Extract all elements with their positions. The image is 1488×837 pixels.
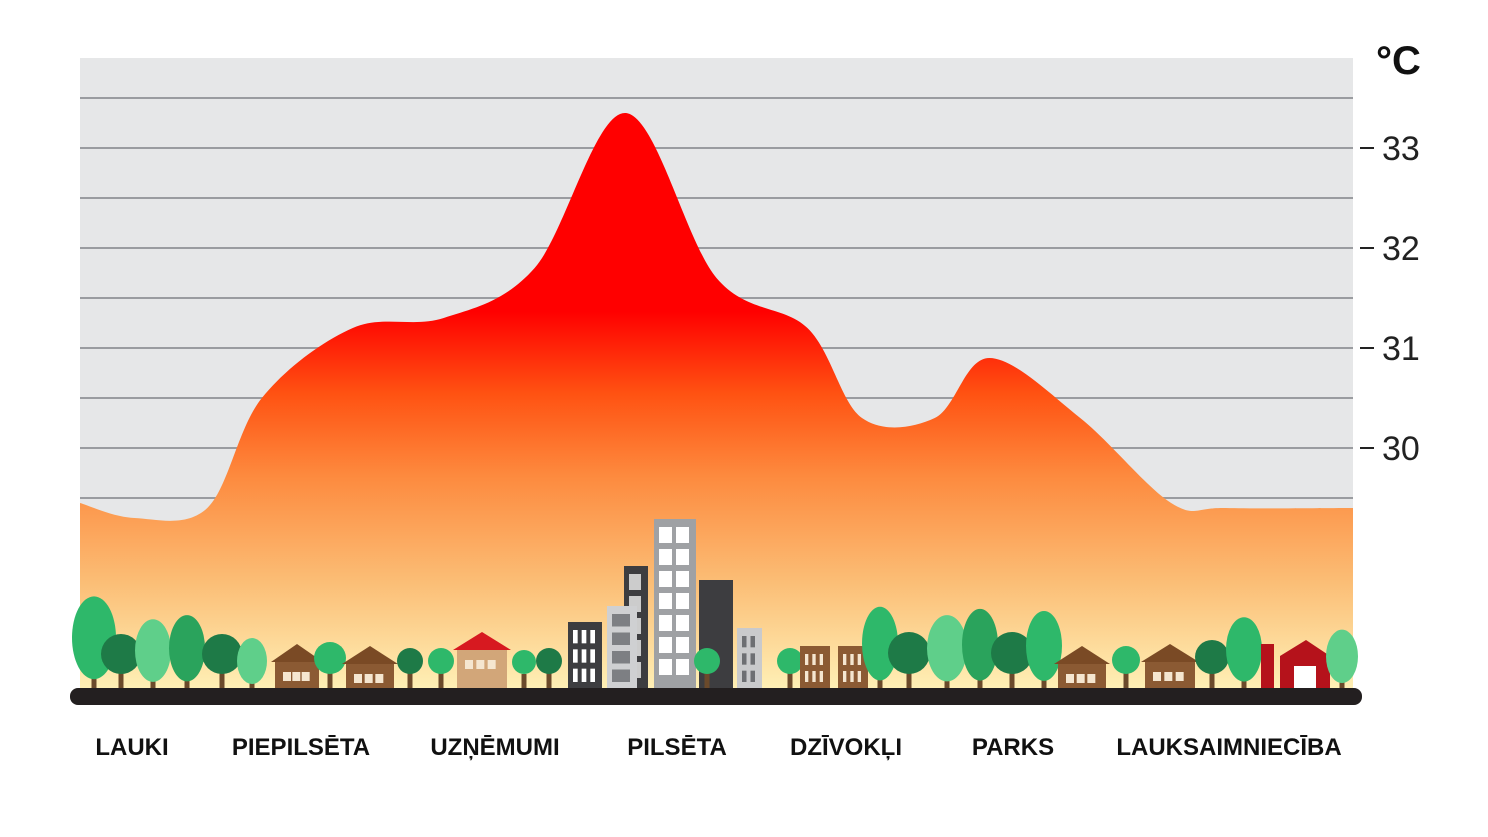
category-label: PIEPILSĒTA [232,734,370,761]
temperature-area [80,112,1353,698]
category-label: PARKS [972,734,1054,761]
tree-icon [202,634,242,690]
tree-icon [135,619,171,690]
building-icon [800,646,830,690]
tree-icon [512,650,536,690]
y-axis-ticks: 30 31 32 33 [1360,130,1420,468]
tree-icon [962,608,998,690]
tree-icon [927,615,967,690]
tree-icon [1026,610,1062,690]
category-labels: LAUKI PIEPILSĒTA UZŅĒMUMI PILSĒTA DZĪVOKĻI PA… [95,734,1341,761]
building-icon [607,606,637,690]
tree-icon [101,634,141,690]
building-icon [568,622,602,690]
tree-icon [1195,640,1229,690]
y-tick-label: 33 [1382,130,1420,168]
category-label: UZŅĒMUMI [430,734,559,761]
y-tick-label: 30 [1382,430,1420,468]
tree-icon [888,632,930,690]
tree-icon [536,648,562,690]
tree-icon [1112,646,1140,690]
house-icon [1054,646,1110,690]
barn-icon [1261,640,1330,690]
building-icon [654,519,696,690]
house-icon [342,646,398,690]
house-icon [271,644,323,690]
building-icon [737,628,762,690]
tree-icon [314,642,346,690]
category-label: LAUKI [95,734,168,761]
house-icon [1141,644,1199,690]
tree-icon [169,615,205,690]
y-tick-label: 32 [1382,230,1420,268]
house-icon [453,632,511,690]
landscape-scene [72,519,1358,690]
category-label: DZĪVOKĻI [790,734,902,761]
tree-icon [694,648,720,690]
tree-icon [862,606,898,690]
unit-label: °C [1376,39,1421,83]
category-label: PILSĒTA [627,734,727,761]
tree-icon [397,648,423,690]
tree-icon [237,638,267,690]
tree-icon [1326,629,1358,690]
tree-icon [991,632,1033,690]
tree-icon [428,648,454,690]
category-label: LAUKSAIMNIECĪBA [1116,734,1341,761]
tree-icon [1226,617,1262,690]
tree-icon [777,648,803,690]
ground-line [70,688,1362,705]
y-tick-label: 31 [1382,330,1420,368]
